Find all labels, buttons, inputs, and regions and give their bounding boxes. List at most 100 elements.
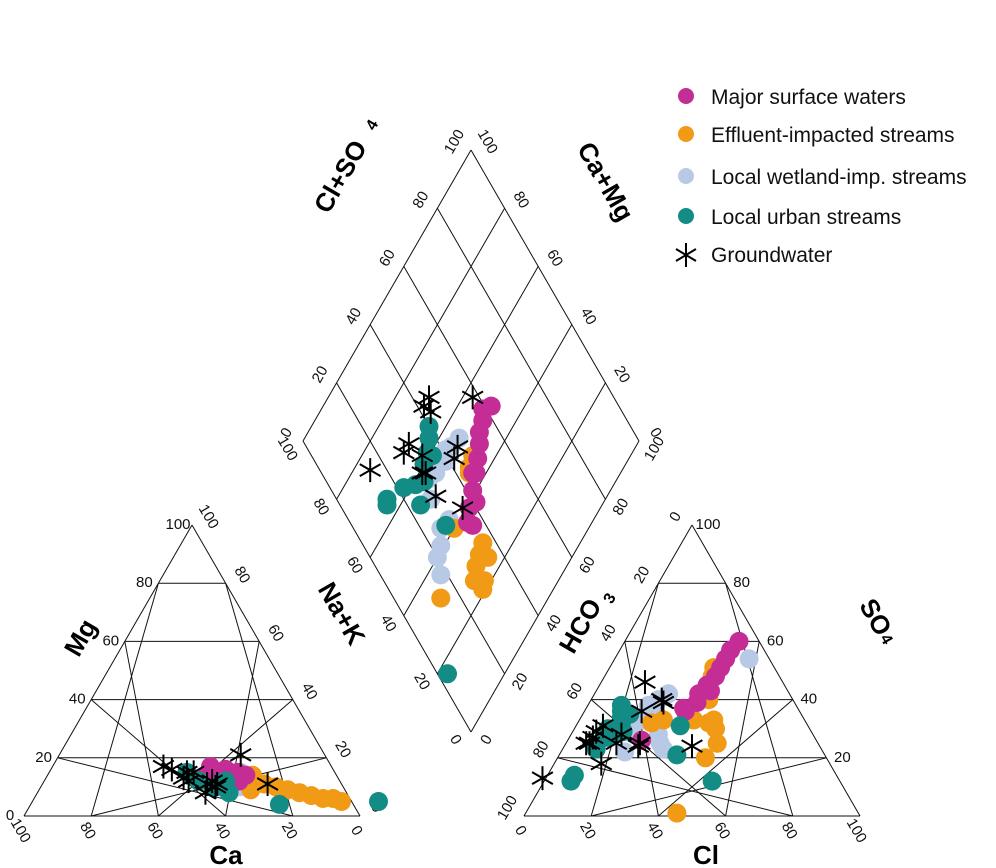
diamond-point-wetland bbox=[431, 565, 451, 585]
tick-label-diamond-lower-right: 20 bbox=[509, 670, 532, 693]
anion-point-urban bbox=[670, 716, 690, 736]
anion-point-effluent bbox=[653, 710, 673, 730]
tick-label-so4: 100 bbox=[695, 516, 720, 533]
anion-triangle-edge-left bbox=[523, 524, 693, 817]
diamond-point-effluent bbox=[431, 588, 451, 608]
tick-label-cl-so4: 40 bbox=[342, 305, 365, 328]
diamond-point-groundwater bbox=[461, 385, 484, 410]
diamond-point-groundwater bbox=[397, 431, 420, 456]
tick-label-so4: 20 bbox=[834, 749, 851, 766]
anion-triangle-grid-descending bbox=[658, 699, 794, 817]
anion-point-groundwater bbox=[531, 766, 554, 791]
tick-label-diamond-lower-right: 80 bbox=[609, 495, 632, 518]
tick-label-cl-so4: 20 bbox=[309, 363, 332, 386]
tick-label-diamond-lower-left: 40 bbox=[377, 612, 400, 635]
axis-label-mg: Mg bbox=[58, 614, 103, 662]
tick-label-cl: 80 bbox=[778, 819, 801, 842]
legend-label-major: Major surface waters bbox=[711, 86, 906, 109]
anion-point-groundwater bbox=[605, 731, 628, 756]
diamond-point-major bbox=[469, 434, 489, 454]
diamond-point-major bbox=[468, 449, 488, 468]
anion-triangle-edge-right bbox=[691, 524, 861, 817]
anion-point-wetland bbox=[615, 742, 635, 762]
tick-label-cl: 60 bbox=[711, 819, 734, 842]
cation-point-groundwater bbox=[160, 757, 183, 782]
anion-point-urban bbox=[702, 771, 722, 791]
axis-label-na-k: Na+K bbox=[312, 577, 372, 650]
axis-label-so4-group: SO 4 bbox=[853, 593, 898, 647]
tick-label-diamond-lower-left: 0 bbox=[446, 732, 465, 748]
tick-label-mg: 0 bbox=[6, 807, 14, 824]
diamond-point-urban bbox=[419, 428, 439, 448]
tick-label-na-k: 40 bbox=[298, 680, 321, 703]
diamond-point-wetland bbox=[427, 547, 447, 567]
tick-label-mg: 60 bbox=[102, 632, 119, 649]
cation-triangle-grid-descending bbox=[158, 699, 294, 817]
diamond-edge-lower-left bbox=[302, 440, 472, 733]
cation-point-effluent bbox=[332, 792, 351, 811]
chart-legend: Major surface waters Effluent-impacted s… bbox=[675, 86, 967, 267]
cation-triangle-edge-left bbox=[23, 524, 193, 817]
cation-point-urban bbox=[269, 794, 289, 814]
tick-label-so4: 80 bbox=[733, 574, 750, 591]
axis-label-ca: Ca bbox=[209, 840, 243, 868]
cation-point-groundwater bbox=[182, 760, 205, 785]
axis-label-hco3-subscript: 3 bbox=[601, 590, 620, 606]
tick-label-hco3: 60 bbox=[563, 680, 586, 703]
diamond-point-urban bbox=[411, 495, 431, 515]
anion-point-effluent bbox=[707, 733, 727, 753]
diamond-grid-line bbox=[436, 207, 606, 500]
axis-label-cl: Cl bbox=[693, 840, 719, 868]
tick-label-diamond-lower-left: 20 bbox=[410, 670, 433, 693]
tick-label-cl: 40 bbox=[643, 819, 666, 842]
anion-point-effluent bbox=[704, 710, 724, 730]
diamond-point-major bbox=[466, 492, 486, 512]
cation-triangle-grid-ascending bbox=[90, 699, 226, 817]
anion-point-effluent bbox=[695, 748, 715, 768]
anion-point-groundwater bbox=[650, 687, 673, 712]
tick-label-hco3: 100 bbox=[494, 793, 521, 823]
tick-label-diamond-lower-right: 100 bbox=[641, 434, 668, 464]
tick-label-ca-mg: 20 bbox=[610, 363, 633, 386]
tick-label-cl: 20 bbox=[576, 819, 599, 842]
tick-label-mg: 80 bbox=[136, 574, 153, 591]
tick-label-mg: 20 bbox=[35, 749, 52, 766]
tick-label-mg: 100 bbox=[165, 516, 190, 533]
anion-point-groundwater bbox=[590, 751, 613, 776]
legend-marker-wetland bbox=[678, 168, 694, 184]
diamond-grid-line bbox=[336, 207, 506, 500]
tick-label-ca-mg: 100 bbox=[474, 127, 501, 157]
diamond-point-urban bbox=[377, 495, 397, 515]
tick-label-diamond-lower-right: 60 bbox=[576, 554, 599, 577]
anion-point-groundwater bbox=[630, 699, 653, 724]
tick-label-cl-so4: 100 bbox=[441, 127, 468, 157]
tick-label-ca: 0 bbox=[347, 823, 366, 839]
diamond-point-urban bbox=[438, 664, 457, 684]
tick-label-hco3: 40 bbox=[597, 622, 620, 645]
cation-triangle-grid-ascending bbox=[57, 757, 293, 817]
tick-label-diamond-lower-left: 80 bbox=[310, 495, 333, 518]
anion-point-groundwater bbox=[575, 731, 598, 756]
diamond-grid-line bbox=[336, 382, 506, 675]
anion-point-effluent bbox=[667, 803, 687, 823]
anion-point-urban bbox=[667, 745, 687, 765]
diamond-point-groundwater bbox=[451, 495, 474, 520]
legend-marker-urban bbox=[678, 208, 694, 224]
tick-label-cl-so4: 60 bbox=[376, 247, 399, 270]
diamond-point-urban bbox=[436, 515, 456, 535]
anion-point-groundwater bbox=[681, 734, 703, 759]
tick-label-cl: 100 bbox=[843, 816, 870, 846]
anion-point-urban bbox=[561, 771, 581, 791]
axis-label-cl-so4: Cl+SO bbox=[308, 135, 373, 218]
diamond-point-groundwater bbox=[392, 440, 415, 465]
tick-label-mg: 40 bbox=[69, 691, 86, 708]
tick-label-ca: 80 bbox=[76, 819, 99, 842]
tick-label-cl: 0 bbox=[511, 823, 530, 839]
anion-triangle-grid-descending bbox=[725, 641, 760, 817]
legend-marker-major bbox=[678, 88, 694, 104]
tick-label-na-k: 100 bbox=[195, 502, 222, 532]
tick-label-hco3: 20 bbox=[630, 563, 653, 586]
tick-label-ca: 40 bbox=[211, 819, 234, 842]
diamond-point-groundwater bbox=[418, 385, 440, 410]
legend-marker-groundwater bbox=[675, 243, 697, 267]
